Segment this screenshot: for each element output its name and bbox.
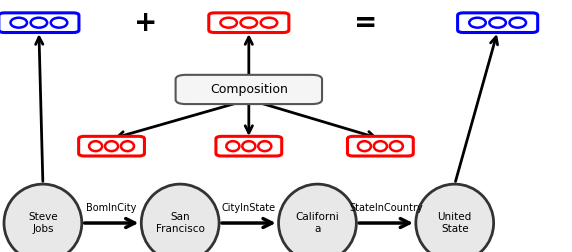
Text: San
Francisco: San Francisco xyxy=(156,212,205,234)
Ellipse shape xyxy=(261,18,277,28)
Ellipse shape xyxy=(358,141,371,151)
Ellipse shape xyxy=(10,18,27,28)
Ellipse shape xyxy=(374,141,387,151)
Text: +: + xyxy=(134,9,157,37)
Ellipse shape xyxy=(105,141,118,151)
FancyBboxPatch shape xyxy=(176,75,322,104)
Text: CityInState: CityInState xyxy=(222,203,276,213)
Ellipse shape xyxy=(89,141,102,151)
Ellipse shape xyxy=(4,184,82,252)
Ellipse shape xyxy=(279,184,356,252)
Ellipse shape xyxy=(390,141,403,151)
Ellipse shape xyxy=(258,141,271,151)
FancyBboxPatch shape xyxy=(348,136,413,156)
Ellipse shape xyxy=(416,184,494,252)
Ellipse shape xyxy=(220,18,237,28)
Ellipse shape xyxy=(510,18,526,28)
Text: United
State: United State xyxy=(438,212,472,234)
FancyBboxPatch shape xyxy=(79,136,144,156)
Ellipse shape xyxy=(121,141,134,151)
Text: =: = xyxy=(355,9,378,37)
Ellipse shape xyxy=(31,18,47,28)
FancyBboxPatch shape xyxy=(458,13,538,33)
FancyBboxPatch shape xyxy=(216,136,281,156)
Ellipse shape xyxy=(141,184,219,252)
Text: Californi
a: Californi a xyxy=(296,212,339,234)
Ellipse shape xyxy=(241,18,257,28)
FancyBboxPatch shape xyxy=(0,13,79,33)
Ellipse shape xyxy=(490,18,506,28)
Text: Steve
Jobs: Steve Jobs xyxy=(28,212,58,234)
Text: Composition: Composition xyxy=(210,83,288,96)
FancyBboxPatch shape xyxy=(209,13,289,33)
Ellipse shape xyxy=(469,18,486,28)
Ellipse shape xyxy=(51,18,67,28)
Text: StateInCountry: StateInCountry xyxy=(349,203,423,213)
Text: BomInCity: BomInCity xyxy=(86,203,137,213)
Ellipse shape xyxy=(227,141,240,151)
Ellipse shape xyxy=(243,141,255,151)
